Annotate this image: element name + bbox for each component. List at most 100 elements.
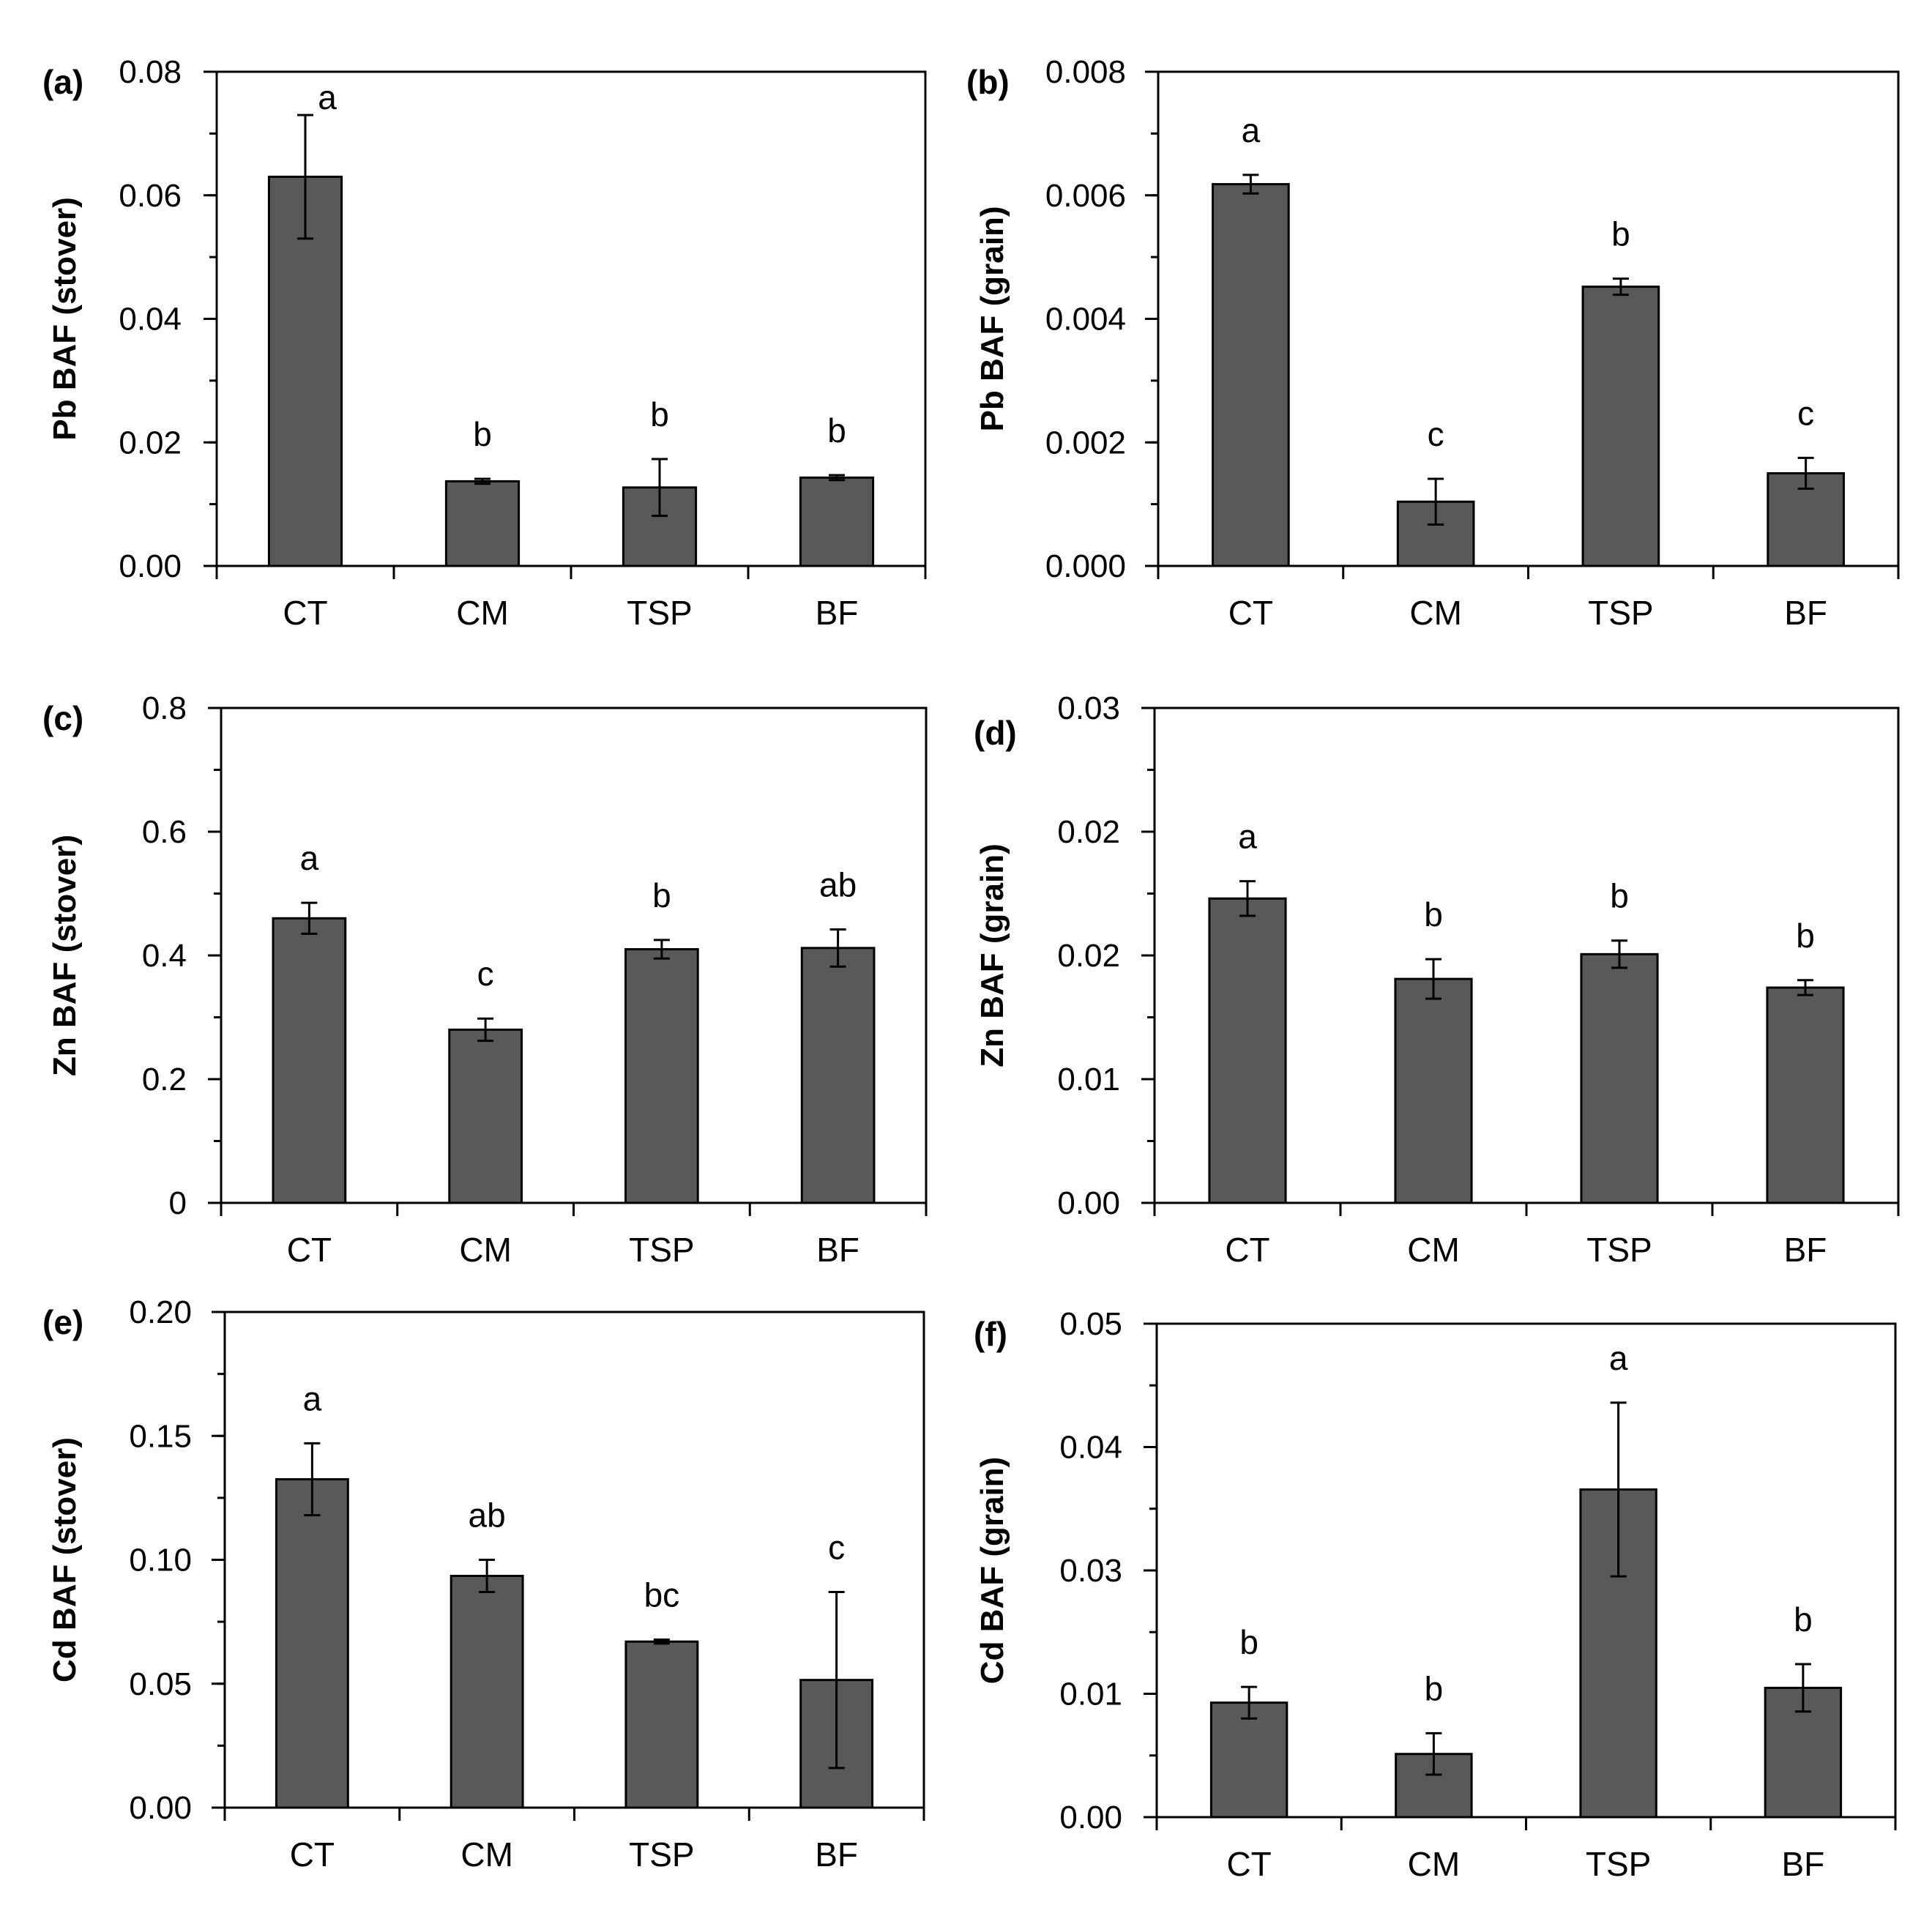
panel-f-y-tick-label: 0.01 <box>1059 1677 1122 1712</box>
panel-f-letter-ct: b <box>1239 1623 1258 1661</box>
panel-d-label: (d) <box>974 714 1017 752</box>
panel-c-y-axis-label: Zn BAF (stover) <box>47 835 83 1076</box>
panel-a-label: (a) <box>42 63 83 101</box>
panel-c-category-bf: BF <box>816 1231 859 1269</box>
panel-a-letter-cm: b <box>473 415 492 453</box>
panel-d-y-tick-label: 0.01 <box>1057 1062 1120 1097</box>
panel-e-y-tick-label: 0.05 <box>129 1666 192 1702</box>
panel-c-letter-tsp: b <box>652 876 671 914</box>
panel-f-y-axis-label: Cd BAF (grain) <box>974 1457 1010 1684</box>
panel-d-bar-bf <box>1766 986 1845 1204</box>
panel-e-letter-tsp: bc <box>644 1576 680 1614</box>
panel-b-category-tsp: TSP <box>1588 594 1653 632</box>
panel-b-category-bf: BF <box>1784 594 1827 632</box>
panel-a-bar-bf <box>799 476 875 567</box>
panel-d-letter-ct: a <box>1238 818 1257 856</box>
panel-b-bar-tsp <box>1581 286 1660 567</box>
panel-b-letter-bf: c <box>1797 394 1814 432</box>
panel-d-y-tick-label: 0.00 <box>1057 1185 1120 1221</box>
panel-c-y-tick-label: 0.4 <box>142 938 187 974</box>
panel-b-y-tick-label: 0.008 <box>1045 54 1126 90</box>
panel-d-y-tick-label: 0.03 <box>1057 690 1120 726</box>
panel-c-letter-bf: ab <box>819 866 857 904</box>
panel-d-category-cm: CM <box>1407 1231 1460 1269</box>
panel-d-y-tick-label: 0.02 <box>1057 938 1120 974</box>
panel-c-label: (c) <box>42 699 83 737</box>
panel-e-category-bf: BF <box>815 1835 858 1874</box>
panel-a-letter-tsp: b <box>650 395 669 433</box>
panel-b-letter-tsp: b <box>1611 215 1630 253</box>
panel-b-category-cm: CM <box>1409 594 1462 632</box>
panel-d-bar-tsp <box>1580 952 1659 1204</box>
panel-e-category-tsp: TSP <box>629 1835 694 1874</box>
panel-f-category-bf: BF <box>1781 1845 1824 1883</box>
panel-a-y-tick-label: 0.04 <box>119 302 182 338</box>
panel-d-category-tsp: TSP <box>1586 1231 1652 1269</box>
panel-d-letter-cm: b <box>1424 895 1443 933</box>
panel-f-y-tick-label: 0.03 <box>1059 1553 1122 1589</box>
panel-c-y-tick-label: 0.8 <box>142 690 187 726</box>
panel-d-y-axis-label: Zn BAF (grain) <box>974 843 1010 1067</box>
panel-b-label: (b) <box>966 63 1010 101</box>
panel-d-letter-bf: b <box>1796 917 1815 955</box>
panel-b-y-tick-label: 0.006 <box>1045 178 1126 214</box>
panel-f-y-tick-label: 0.04 <box>1059 1430 1122 1466</box>
panel-b-y-tick-label: 0.002 <box>1045 425 1126 461</box>
panel-e-letter-ct: a <box>303 1379 322 1417</box>
panel-f-letter-cm: b <box>1425 1669 1444 1707</box>
panel-c-y-tick-label: 0 <box>169 1185 187 1221</box>
panel-c-category-tsp: TSP <box>629 1231 694 1269</box>
panel-a-y-tick-label: 0.08 <box>119 54 182 90</box>
panel-e-letter-cm: ab <box>469 1496 506 1535</box>
panel-e-y-tick-label: 0.00 <box>129 1790 192 1826</box>
panel-b-letter-ct: a <box>1242 111 1261 149</box>
panel-c-bar-bf <box>800 947 876 1204</box>
panel-f-category-tsp: TSP <box>1586 1845 1651 1883</box>
panel-e-letter-bf: c <box>828 1529 845 1567</box>
panel-f-y-tick-label: 0.05 <box>1059 1306 1122 1342</box>
panel-a-y-tick-label: 0.06 <box>119 178 182 214</box>
panel-d-category-bf: BF <box>1784 1231 1827 1269</box>
panel-e-bar-ct <box>275 1477 349 1809</box>
panel-a-y-tick-label: 0.00 <box>119 548 182 584</box>
panel-f-label: (f) <box>974 1315 1007 1353</box>
panel-d-category-ct: CT <box>1225 1231 1269 1269</box>
panel-e-category-cm: CM <box>460 1835 513 1874</box>
panel-c-category-cm: CM <box>459 1231 512 1269</box>
panel-f-letter-tsp: a <box>1609 1339 1628 1377</box>
panel-a-category-tsp: TSP <box>627 594 692 632</box>
panel-b-bar-bf <box>1767 471 1845 567</box>
panel-a-category-bf: BF <box>816 594 859 632</box>
panel-b-bar-ct <box>1212 183 1290 567</box>
panel-d-bar-cm <box>1394 977 1473 1204</box>
panel-a-y-tick-label: 0.02 <box>119 425 182 461</box>
panel-a-bar-cm <box>444 480 521 567</box>
panel-b-y-axis-label: Pb BAF (grain) <box>974 206 1010 432</box>
panel-f-letter-bf: b <box>1794 1600 1813 1639</box>
panel-f-category-ct: CT <box>1226 1845 1271 1883</box>
panel-f-bar-ct <box>1209 1701 1288 1819</box>
panel-b-category-ct: CT <box>1228 594 1273 632</box>
panel-b-y-tick-label: 0.004 <box>1045 302 1126 338</box>
panel-e-y-tick-label: 0.15 <box>129 1418 192 1454</box>
panel-c-bar-ct <box>272 917 347 1204</box>
panel-e-y-axis-label: Cd BAF (stover) <box>47 1437 83 1682</box>
panel-e-y-tick-label: 0.20 <box>129 1294 192 1330</box>
panel-d-bar-ct <box>1208 897 1287 1204</box>
panel-f-category-cm: CM <box>1408 1845 1461 1883</box>
panel-a-letter-bf: b <box>827 411 846 450</box>
panel-a-bar-tsp <box>622 486 698 567</box>
panel-c-bar-tsp <box>624 948 699 1204</box>
panel-a-y-axis-label: Pb BAF (stover) <box>47 197 83 440</box>
panel-a-category-cm: CM <box>456 594 509 632</box>
panel-c-letter-cm: c <box>477 955 494 993</box>
panel-c-letter-ct: a <box>300 839 319 877</box>
panel-e-category-ct: CT <box>290 1835 335 1874</box>
panel-a-category-ct: CT <box>283 594 327 632</box>
panel-c-category-ct: CT <box>287 1231 332 1269</box>
panel-a-bar-ct <box>267 175 343 567</box>
panel-c-y-tick-label: 0.2 <box>142 1062 187 1097</box>
panel-b-letter-cm: c <box>1428 415 1444 453</box>
panel-e-label: (e) <box>42 1303 83 1341</box>
